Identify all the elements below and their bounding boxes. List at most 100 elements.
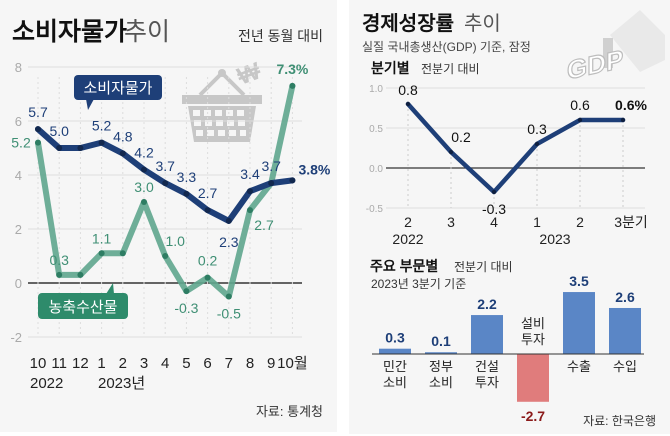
cpi-data-label: 3.4: [240, 166, 260, 182]
gdp-series-line: [405, 101, 626, 195]
gdp-icon: GDP: [566, 10, 665, 86]
cpi-point: [204, 207, 211, 214]
gdp-data-label: 0.8: [398, 82, 418, 98]
cpi-data-label: 4.8: [113, 128, 133, 144]
agri-data-label: 0.2: [198, 253, 218, 269]
gdp-data-label: 0.6: [570, 97, 590, 113]
cpi-series-tag: 소비자물가: [74, 75, 162, 110]
cpi-point: [77, 145, 84, 151]
category-label: 소비: [383, 375, 407, 390]
gdp-point: [448, 149, 454, 155]
gdp-data-label: 0.6%: [615, 97, 647, 113]
agri-series-tag: 농축수산물: [38, 283, 128, 319]
cpi-data-label: 5.0: [49, 123, 69, 139]
category-label: 수출: [567, 359, 591, 374]
cpi-data-label: 5.2: [92, 118, 112, 134]
cpi-point: [247, 188, 253, 195]
category-label: 정부: [429, 359, 453, 374]
cpi-point: [119, 150, 126, 157]
agri-data-label: 2.7: [254, 217, 274, 233]
agri-point: [225, 293, 232, 300]
cpi-data-label: 3.8%: [298, 161, 330, 177]
cpi-point: [225, 217, 232, 224]
agri-point: [56, 271, 63, 278]
x-tick-label: 3분기: [614, 214, 648, 230]
year-label-2023: 2023년: [98, 375, 145, 392]
cpi-point: [289, 177, 296, 184]
x-tick-label: 9: [267, 355, 275, 372]
cpi-data-label: 4.2: [134, 145, 154, 161]
cpi-data-label: 2.3: [219, 234, 239, 250]
cpi-source: 자료: 통계청: [256, 404, 323, 419]
gdp-icon-text: GDP: [567, 44, 623, 86]
bar-value-label: 0.3: [385, 330, 405, 346]
gdp-point: [620, 117, 626, 123]
category-label: 수입: [613, 359, 637, 374]
cpi-subtitle: 전년 동월 대비: [238, 28, 323, 44]
x-tick-label: 6: [203, 355, 211, 372]
agri-data-label: 5.2: [11, 135, 31, 151]
agri-data-label: 0.3: [49, 252, 69, 268]
y-tick-label: 1.0: [369, 84, 383, 95]
agri-data-label: 3.0: [134, 179, 154, 195]
x-tick-label: 4: [490, 214, 498, 230]
cpi-point: [98, 139, 105, 146]
category-label: 건설: [475, 359, 499, 374]
bar-value-label: 2.6: [615, 289, 635, 305]
agri-data-label: -0.5: [217, 306, 241, 322]
cpi-point: [141, 166, 147, 173]
agri-point: [35, 139, 41, 146]
bar-value-label: 3.5: [569, 273, 589, 289]
gdp-data-label: 0.2: [451, 129, 471, 145]
bar: [379, 348, 411, 354]
bar: [563, 292, 595, 354]
y-tick-label: 2: [15, 222, 22, 237]
agri-point: [289, 82, 296, 89]
agri-data-label: 1.0: [165, 233, 185, 249]
agri-point: [204, 274, 211, 281]
agri-point: [247, 207, 253, 214]
agri-data-label: -0.3: [174, 300, 198, 316]
agri-point: [183, 288, 190, 295]
x-tick-label: 11: [51, 355, 67, 372]
bar: [609, 307, 641, 354]
gdp-point: [577, 117, 583, 123]
cpi-data-label: 3.7: [155, 158, 175, 174]
bar: [425, 352, 457, 354]
sector-title-light: 전분기 대비: [454, 260, 513, 274]
gdp-title-bold: 경제성장률: [362, 12, 454, 35]
agri-point: [162, 253, 169, 259]
agri-point: [77, 271, 84, 278]
x-tick-label: 2: [119, 355, 127, 372]
agri-data-label: 7.3%: [276, 61, 308, 77]
quarterly-title-light: 전분기 대비: [421, 62, 480, 76]
gdp-point: [534, 141, 540, 147]
gdp-point: [491, 189, 497, 195]
gdp-subtitle: 실질 국내총생산(GDP) 기준, 잠정: [362, 40, 531, 54]
y-tick-label: 8: [15, 60, 22, 75]
gdp-year-2023: 2023: [539, 231, 570, 247]
cpi-data-label: 3.3: [177, 169, 197, 185]
cpi-data-label: 5.7: [28, 104, 48, 120]
basket-icon: [182, 69, 262, 142]
y-tick-label: 6: [15, 114, 22, 129]
y-tick-label: 4: [15, 168, 22, 183]
x-tick-label: 10: [30, 355, 47, 372]
x-tick-label: 2: [404, 214, 412, 230]
cpi-series-label: 소비자물가: [83, 80, 152, 97]
gdp-panel: [349, 0, 670, 434]
x-tick-label: 3: [140, 355, 148, 372]
cpi-panel: [0, 0, 337, 432]
x-tick-label: 10월: [277, 355, 308, 372]
x-tick-label: 1: [97, 355, 105, 372]
gdp-data-label: 0.3: [527, 121, 547, 137]
cpi-point: [183, 190, 190, 197]
y-tick-label: -0.5: [366, 204, 384, 215]
agri-point: [119, 250, 126, 257]
sector-title-bold: 주요 부문별: [370, 258, 438, 274]
category-label: 소비: [429, 375, 453, 390]
gdp-source: 자료: 한국은행: [583, 413, 656, 428]
category-label: 투자: [475, 375, 499, 390]
